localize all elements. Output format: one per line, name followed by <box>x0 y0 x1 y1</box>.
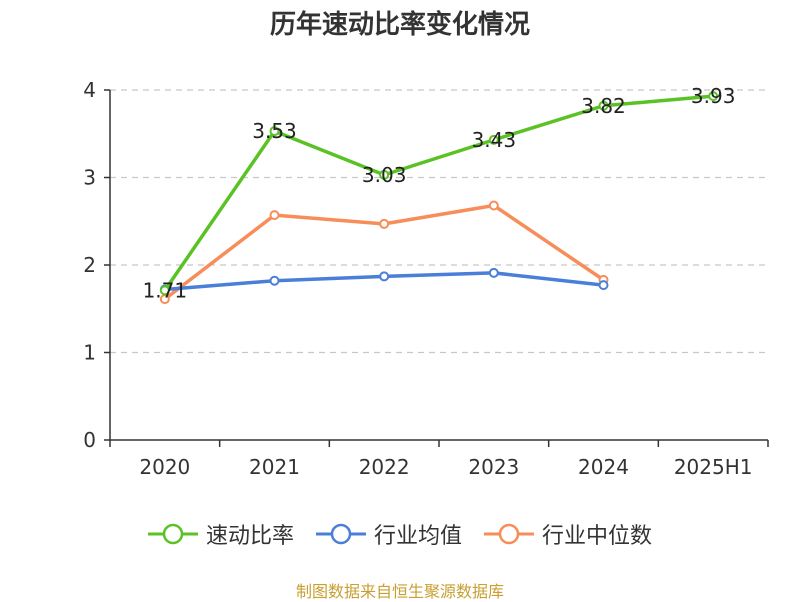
data-label: 3.53 <box>252 119 297 143</box>
x-tick-label: 2024 <box>578 455 629 479</box>
data-point[interactable] <box>379 218 390 229</box>
data-point[interactable] <box>598 280 609 291</box>
legend-line-circle-icon <box>315 523 366 545</box>
data-label: 3.03 <box>362 163 407 187</box>
data-point[interactable] <box>379 169 390 180</box>
legend-item-quick-ratio[interactable]: 速动比率 <box>147 518 294 550</box>
series-layer <box>159 91 719 305</box>
data-point[interactable] <box>488 200 499 211</box>
y-tick-label: 0 <box>83 428 96 452</box>
data-label: 3.93 <box>691 84 736 108</box>
y-tick-label: 4 <box>83 78 96 102</box>
data-point[interactable] <box>488 267 499 278</box>
data-point[interactable] <box>269 210 280 221</box>
legend-line-circle-icon <box>147 523 198 545</box>
y-tick-label: 2 <box>83 253 96 277</box>
legend-label: 速动比率 <box>205 524 294 549</box>
data-point[interactable] <box>269 126 280 137</box>
series-line <box>163 94 714 292</box>
x-tick-label: 2021 <box>249 455 300 479</box>
grid-layer <box>110 89 768 354</box>
source-note: 制图数据来自恒生聚源数据库 <box>295 582 504 601</box>
chart-title: 历年速动比率变化情况 <box>269 10 530 40</box>
axis-layer: 0 1 2 3 4 2020 2021 2022 2023 2024 2025H1 <box>83 78 769 479</box>
data-point[interactable] <box>488 134 499 145</box>
legend-item-industry-mean[interactable]: 行业均值 <box>315 518 462 550</box>
x-tick-label: 2025H1 <box>674 455 753 479</box>
data-label: 1.71 <box>143 278 188 302</box>
x-tick-label: 2023 <box>468 455 519 479</box>
x-tick-label: 2022 <box>359 455 410 479</box>
data-label: 3.82 <box>581 94 626 118</box>
legend-item-industry-median[interactable]: 行业中位数 <box>484 518 652 550</box>
y-tick-label: 1 <box>83 341 96 365</box>
label-layer: 1.71 3.53 3.03 3.43 3.82 3.93 <box>143 84 736 302</box>
data-point[interactable] <box>708 91 719 102</box>
data-label: 3.43 <box>472 128 517 152</box>
legend-line-circle-icon <box>484 523 534 545</box>
data-point[interactable] <box>379 271 390 282</box>
legend: 速动比率 行业均值 行业中位数 <box>0 518 800 550</box>
x-tick-label: 2020 <box>139 455 190 479</box>
data-point[interactable] <box>598 100 609 111</box>
y-tick-label: 3 <box>83 166 96 190</box>
data-point[interactable] <box>269 275 280 286</box>
data-point[interactable] <box>159 285 170 296</box>
legend-label: 行业均值 <box>373 524 462 549</box>
legend-label: 行业中位数 <box>542 524 653 549</box>
